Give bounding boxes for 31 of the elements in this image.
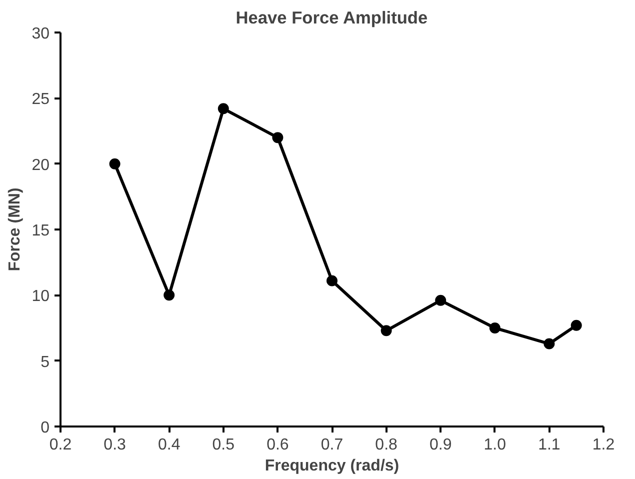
point: [489, 322, 500, 334]
x-tick-label: 1.0: [484, 436, 506, 454]
x-tick-label: 0.6: [266, 436, 289, 454]
x-tick-label: 0.8: [375, 436, 398, 454]
point: [435, 294, 446, 306]
point: [272, 132, 284, 144]
point: [218, 103, 229, 114]
x-tick-label: 0.2: [49, 436, 72, 454]
point: [544, 338, 555, 350]
y-tick-label: 20: [32, 156, 50, 174]
point: [380, 325, 392, 336]
y-tick-label: 25: [32, 91, 50, 108]
point: [326, 275, 338, 286]
x-tick-label: 0.5: [212, 436, 235, 454]
chart-title: Heave Force Amplitude: [236, 8, 428, 28]
x-axis-title: Frequency (rad/s): [264, 458, 400, 474]
point: [164, 290, 175, 301]
point: [109, 158, 120, 170]
y-tick-label: 15: [32, 222, 50, 240]
y-tick-label: 10: [32, 288, 50, 306]
y-tick-label: 30: [32, 26, 50, 42]
y-axis-title: Force (MN): [6, 188, 24, 272]
x-tick-label: 1.2: [592, 436, 615, 454]
x-tick-label: 1.1: [538, 436, 560, 454]
x-tick-label: 0.7: [320, 436, 344, 454]
y-tick-label: 5: [40, 354, 50, 371]
point: [570, 320, 582, 331]
x-tick-label: 0.9: [429, 436, 452, 454]
x-tick-label: 0.4: [158, 436, 180, 454]
y-tick-label: 0: [40, 420, 50, 436]
x-tick-label: 0.3: [104, 436, 126, 454]
